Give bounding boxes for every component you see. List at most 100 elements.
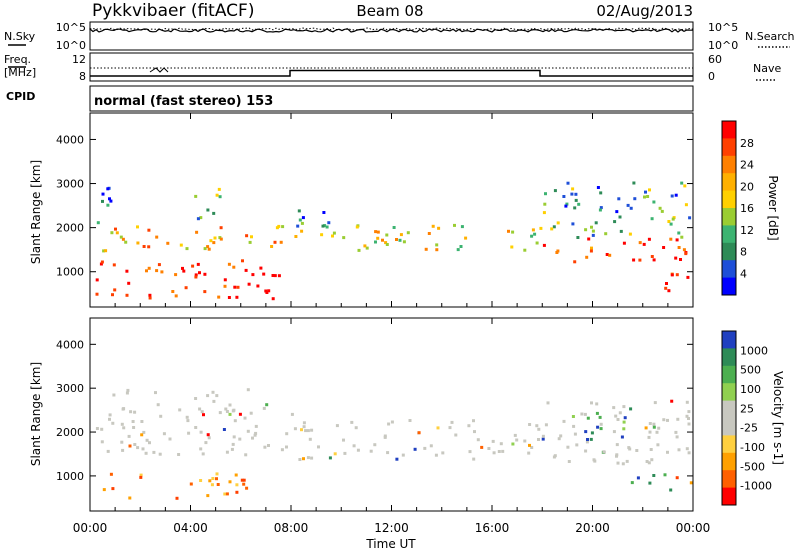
y-tick-label: 3000 xyxy=(56,382,84,395)
echo-cell xyxy=(302,421,306,425)
echo-cell xyxy=(666,418,669,422)
freq-trace xyxy=(90,69,693,77)
echo-cell xyxy=(564,204,568,208)
echo-cell xyxy=(247,282,251,286)
echo-cell xyxy=(633,197,637,201)
echo-cell xyxy=(530,446,534,449)
echo-cell xyxy=(335,424,339,428)
echo-cell xyxy=(674,430,678,434)
echo-cell xyxy=(539,226,543,230)
colorbar-tick-label: 28 xyxy=(740,137,754,150)
echo-cell xyxy=(648,430,652,434)
colorbar-tick-label: 8 xyxy=(740,246,747,259)
colorbar-swatch xyxy=(722,155,736,174)
echo-cell xyxy=(435,248,439,252)
echo-cell xyxy=(417,431,421,435)
echo-cell xyxy=(333,452,337,456)
echo-cell xyxy=(473,430,476,434)
echo-cell xyxy=(527,451,531,455)
echo-cell xyxy=(620,435,624,439)
echo-cell xyxy=(468,450,472,454)
echo-cell xyxy=(541,437,545,441)
x-axis-label: Time UT xyxy=(365,537,416,551)
echo-cell xyxy=(302,457,305,461)
echo-cell xyxy=(246,429,250,433)
echo-cell xyxy=(230,447,234,451)
echo-cell xyxy=(160,270,164,274)
echo-cell xyxy=(235,490,239,494)
echo-cell xyxy=(231,409,235,413)
echo-cell xyxy=(126,388,130,392)
echo-cell xyxy=(669,222,673,226)
echo-cell xyxy=(157,263,161,267)
echo-cell xyxy=(645,460,649,463)
echo-cell xyxy=(211,477,215,480)
echo-cell xyxy=(194,397,198,400)
colorbar-tick-label: 12 xyxy=(740,224,754,237)
echo-cell xyxy=(541,434,545,438)
echo-cell xyxy=(199,216,203,220)
echo-cell xyxy=(649,448,653,451)
echo-cell xyxy=(352,444,356,448)
echo-cell xyxy=(302,425,306,429)
echo-cell xyxy=(384,241,388,245)
nsearch-label: N.Search xyxy=(745,30,795,43)
echo-cell xyxy=(590,431,594,435)
echo-cell xyxy=(249,411,253,415)
echo-cell xyxy=(648,188,651,192)
echo-cell xyxy=(212,241,216,245)
y-tick-label: 4000 xyxy=(56,338,84,351)
echo-cell xyxy=(279,240,283,244)
echo-cell xyxy=(456,248,460,252)
echo-cell xyxy=(177,453,181,456)
echo-cell xyxy=(290,412,294,416)
echo-cell xyxy=(615,454,618,458)
echo-cell xyxy=(622,241,626,245)
colorbar-tick-label: 500 xyxy=(740,364,761,377)
echo-cell xyxy=(436,426,440,430)
echo-cell xyxy=(511,442,515,446)
echo-cell xyxy=(437,226,441,230)
echo-cell xyxy=(586,438,589,441)
echo-cell xyxy=(147,228,151,232)
echo-cell xyxy=(623,416,627,420)
echo-cell xyxy=(350,420,354,424)
colorbar-swatch xyxy=(722,277,736,296)
echo-cell xyxy=(674,256,678,260)
echo-cell xyxy=(223,492,227,496)
echo-cell xyxy=(242,482,246,486)
echo-cell xyxy=(293,427,297,431)
echo-cell xyxy=(124,240,128,244)
echo-cell xyxy=(119,235,123,239)
colorbar-swatch xyxy=(722,173,736,192)
echo-cell xyxy=(285,432,289,436)
colorbar-swatch xyxy=(722,260,736,279)
echo-cell xyxy=(112,393,116,397)
echo-cell xyxy=(530,234,534,238)
echo-cell xyxy=(621,462,625,466)
echo-cell xyxy=(101,192,105,196)
echo-cell xyxy=(206,433,210,437)
echo-cell xyxy=(191,264,195,268)
echo-cell xyxy=(685,447,689,451)
echo-cell xyxy=(100,260,104,264)
echo-cell xyxy=(199,447,203,451)
echo-cell xyxy=(374,230,378,234)
echo-cell xyxy=(665,282,668,285)
echo-cell xyxy=(356,448,360,452)
echo-cell xyxy=(148,293,152,297)
nsearch-tick-top: 10^5 xyxy=(708,21,738,34)
echo-cell xyxy=(544,423,548,427)
echo-cell xyxy=(108,197,111,201)
echo-cell xyxy=(646,195,650,198)
echo-cell xyxy=(298,218,302,222)
echo-cell xyxy=(244,453,248,457)
echo-cell xyxy=(342,236,346,240)
echo-cell xyxy=(385,243,389,246)
echo-cell xyxy=(572,424,576,428)
echo-cell xyxy=(596,425,600,429)
echo-cell xyxy=(254,431,258,435)
echo-cell xyxy=(655,430,659,434)
echo-cell xyxy=(413,447,417,451)
